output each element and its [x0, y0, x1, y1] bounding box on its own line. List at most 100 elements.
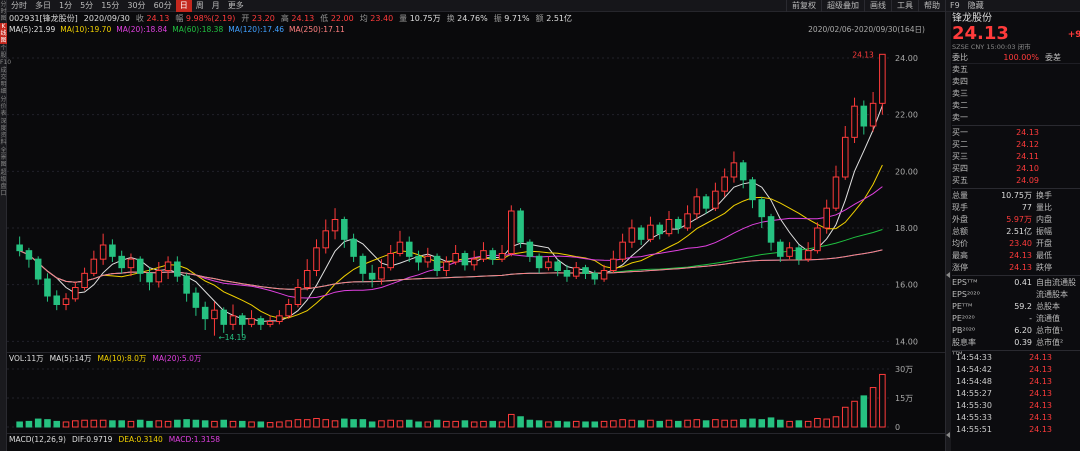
volume-bar [879, 373, 886, 428]
bid-row-price: 24.11 [1016, 152, 1039, 161]
candle-body [786, 247, 793, 257]
candle-body [341, 219, 348, 240]
period-tab[interactable]: 日 [175, 0, 192, 12]
volume-bar [470, 421, 478, 428]
fundamental-label: EPSᵀᵀᴹ [952, 278, 978, 287]
tick-row[interactable]: 14:54:33 24.13 [952, 352, 1080, 364]
price-axis-label: 22.00 [895, 111, 918, 120]
period-tab[interactable]: 1分 [59, 0, 73, 10]
period-tab[interactable]: 周 [195, 0, 204, 10]
left-strip-tab[interactable]: 全景图 [0, 147, 7, 168]
ma20-legend: MA(20):18.84 [116, 25, 168, 34]
tick-row[interactable]: 14:54:42 24.13 [952, 364, 1080, 376]
tick-row[interactable]: 14:55:27 24.13 [952, 388, 1080, 400]
period-tab[interactable]: 月 [211, 0, 220, 10]
candle-body [619, 241, 626, 260]
candle-body [461, 253, 469, 266]
bid-row-label: 买五 [952, 176, 968, 185]
left-strip-tab[interactable]: 超级盘口 [0, 169, 7, 197]
candle-body [248, 318, 255, 325]
fundamental-label-right: 流通股本 [1036, 290, 1068, 299]
fundamental-value: 0.39 [1014, 338, 1032, 347]
stat-row: 现手 77 量比 [952, 202, 1080, 214]
candle-body [229, 315, 237, 325]
candle-body [563, 270, 571, 277]
tick-row[interactable]: 14:55:51 24.13 [952, 424, 1080, 436]
macd-value-legend: MACD:1.3158 [168, 434, 221, 444]
bid-row-price: 24.10 [1016, 164, 1039, 173]
volume-bar [359, 419, 367, 428]
toolbar-button[interactable]: 工具 [891, 0, 918, 12]
period-tab[interactable]: 多日 [35, 0, 51, 10]
volume-bar [498, 421, 506, 428]
left-strip-tab[interactable]: 深度资料 [0, 118, 7, 146]
period-tab[interactable]: 分时 [11, 0, 27, 10]
volume-bar [739, 419, 747, 428]
candle-body [656, 224, 664, 235]
left-strip-tab[interactable]: K线图 [0, 23, 7, 44]
ma60-legend: MA(60):18.38 [172, 25, 224, 34]
tick-time: 14:55:30 [956, 401, 992, 410]
volume-bar [489, 420, 497, 428]
open-value: 23.20 [251, 13, 275, 23]
collapse-arrow-icon[interactable] [946, 432, 950, 438]
volume-bar [749, 418, 756, 428]
volume-bar [582, 421, 589, 428]
toolbar-button[interactable]: 帮助 [918, 0, 945, 12]
left-strip-tab[interactable]: 成交明细 [0, 67, 7, 95]
bid-row-label: 买一 [952, 128, 968, 137]
candle-body [266, 321, 274, 325]
volume-chart[interactable]: 30万 15万 0 [7, 363, 945, 433]
candlestick-chart[interactable]: 24.00 22.00 20.00 18.00 16.00 14.00 24.13 ←14.1… [7, 35, 945, 351]
tick-price: 24.13 [1029, 425, 1052, 434]
volume-bar [554, 420, 561, 428]
high-label: 高 [280, 13, 289, 23]
period-tab[interactable]: 5分 [80, 0, 94, 10]
tick-row[interactable]: 14:54:48 24.13 [952, 376, 1080, 388]
low-price-annotation: ←14.19 [218, 333, 246, 342]
collapse-arrow-icon[interactable] [946, 272, 950, 278]
volume-bar [591, 421, 599, 428]
toolbar-button[interactable]: 超级叠加 [821, 0, 864, 12]
left-strip-tab[interactable]: 分价表 [0, 96, 7, 117]
volume-bar [804, 420, 812, 428]
panel-exchange-line: SZSE CNY 15:00:03 闭市 [952, 43, 1031, 51]
volume-bar [758, 419, 766, 428]
macd-legend-row: MACD(12,26,9) DIF:0.9719 DEA:0.3140 MACD… [7, 433, 945, 444]
volume-bar [563, 421, 571, 428]
candle-body [405, 241, 413, 257]
volume-bar [777, 419, 784, 428]
toolbar-button[interactable]: 画线 [864, 0, 891, 12]
period-tab[interactable]: 60分 [153, 0, 172, 10]
volume-bar [656, 420, 664, 428]
volume-bar [25, 420, 33, 428]
candle-body [238, 315, 246, 325]
candle-body [16, 244, 23, 252]
candle-body [545, 261, 552, 269]
price-axis-label: 16.00 [895, 281, 918, 290]
toolbar-button[interactable]: 前复权 [786, 0, 821, 12]
fundamental-label: 股息率ᵀᵀᴹ [952, 338, 976, 359]
tick-row[interactable]: 14:55:33 24.13 [952, 412, 1080, 424]
ma10-line [19, 164, 883, 319]
volume-bar [508, 413, 515, 428]
period-tab[interactable]: 30分 [127, 0, 146, 10]
macd-legend: MACD(12,26,9) [9, 434, 66, 444]
f9-button[interactable]: F9 [950, 1, 960, 10]
candle-body [823, 207, 830, 229]
high-value: 24.13 [291, 13, 315, 23]
tick-row[interactable]: 14:55:30 24.13 [952, 400, 1080, 412]
ask-row-label: 卖五 [952, 65, 968, 74]
left-strip-tab[interactable]: 个股F10 [0, 45, 12, 66]
left-strip-tab[interactable]: 分时图 [0, 1, 7, 22]
period-tab[interactable]: 15分 [101, 0, 120, 10]
candle-body [72, 287, 79, 300]
tick-list[interactable]: 14:54:33 24.13 14:54:42 24.13 14:54:48 24.13 1… [952, 352, 1080, 436]
period-tab[interactable]: 更多 [227, 0, 244, 10]
candle-body [674, 219, 682, 229]
bid-row-label: 买二 [952, 140, 968, 149]
candle-body [183, 275, 190, 294]
volume-bar [526, 419, 534, 428]
hide-button[interactable]: 隐藏 [967, 1, 984, 10]
fundamental-label-right: 流通值 [1036, 314, 1060, 323]
